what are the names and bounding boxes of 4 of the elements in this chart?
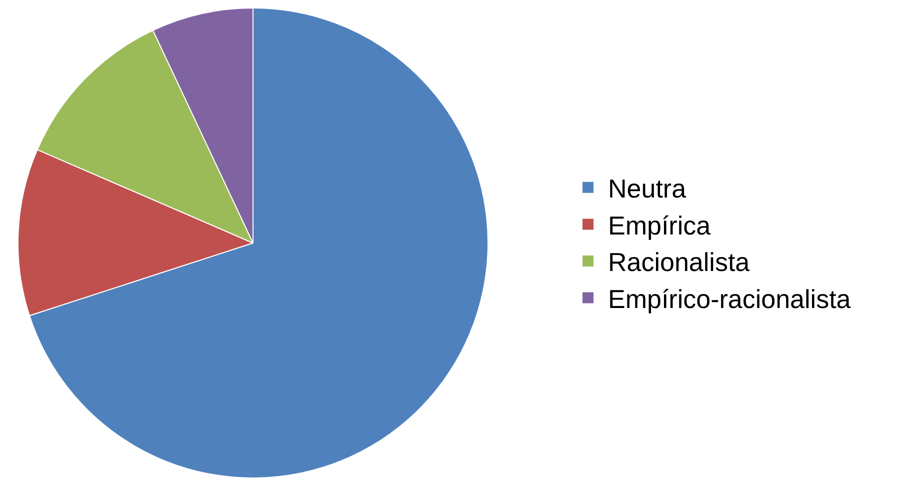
legend-label: Empírico-racionalista <box>608 284 852 314</box>
legend-label: Empírica <box>608 210 712 240</box>
legend-label: Neutra <box>608 174 687 204</box>
legend-label: Racionalista <box>608 247 750 278</box>
